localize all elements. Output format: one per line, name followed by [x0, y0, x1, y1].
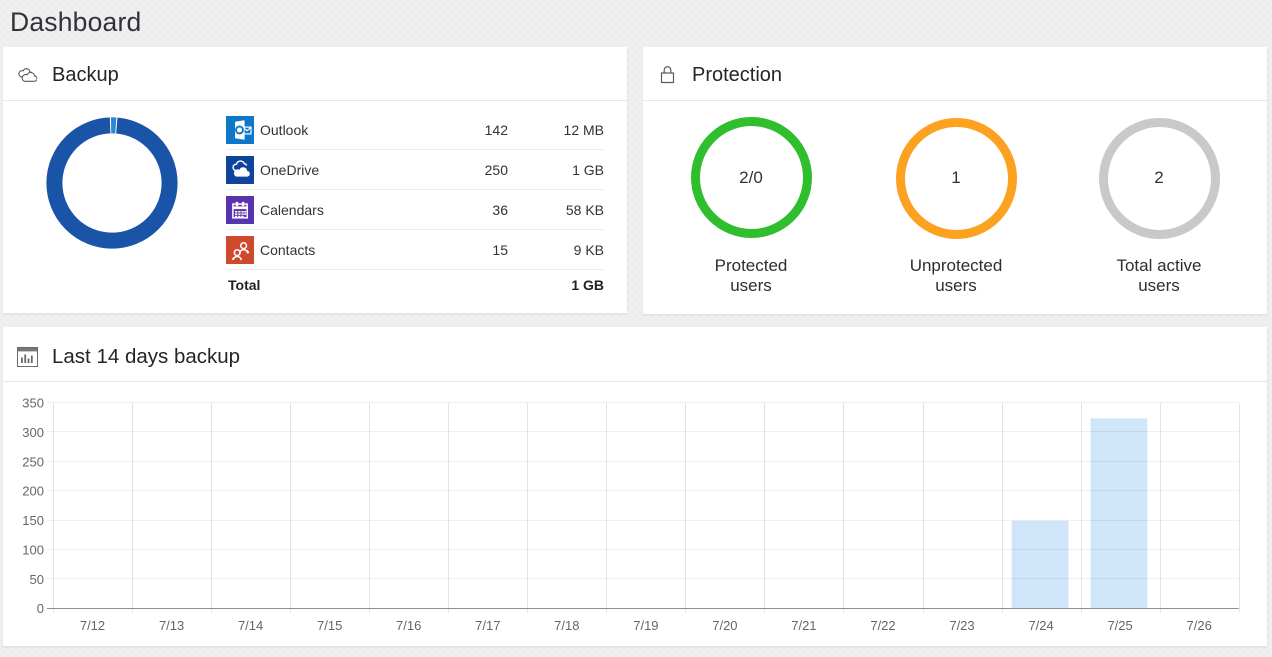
- svg-text:0: 0: [37, 601, 44, 616]
- svg-text:7/24: 7/24: [1028, 618, 1053, 633]
- svg-text:7/25: 7/25: [1107, 618, 1132, 633]
- svg-text:50: 50: [30, 572, 44, 587]
- svg-text:7/16: 7/16: [396, 618, 421, 633]
- svg-text:100: 100: [22, 542, 44, 557]
- svg-text:7/13: 7/13: [159, 618, 184, 633]
- svg-text:7/12: 7/12: [80, 618, 105, 633]
- svg-text:7/26: 7/26: [1187, 618, 1212, 633]
- svg-text:7/23: 7/23: [949, 618, 974, 633]
- svg-text:150: 150: [22, 513, 44, 528]
- svg-text:350: 350: [22, 396, 44, 411]
- svg-text:7/15: 7/15: [317, 618, 342, 633]
- svg-text:7/17: 7/17: [475, 618, 500, 633]
- svg-text:200: 200: [22, 484, 44, 499]
- svg-text:7/18: 7/18: [554, 618, 579, 633]
- svg-text:300: 300: [22, 425, 44, 440]
- svg-text:7/19: 7/19: [633, 618, 658, 633]
- svg-text:7/14: 7/14: [238, 618, 263, 633]
- svg-text:7/21: 7/21: [791, 618, 816, 633]
- svg-text:7/22: 7/22: [870, 618, 895, 633]
- svg-text:250: 250: [22, 454, 44, 469]
- svg-text:7/20: 7/20: [712, 618, 737, 633]
